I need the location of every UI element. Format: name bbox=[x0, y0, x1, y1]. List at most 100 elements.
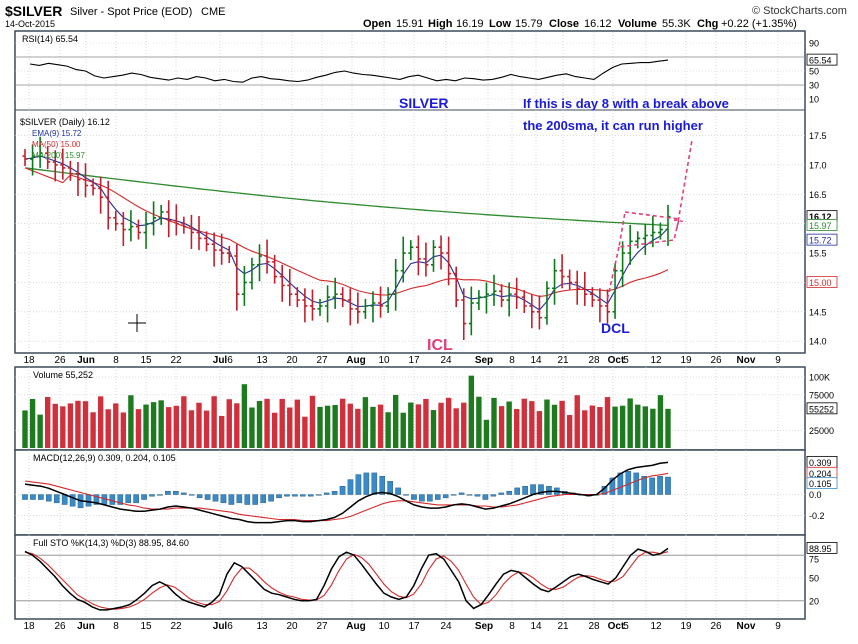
volume-bar bbox=[536, 411, 543, 448]
volume-bar bbox=[582, 410, 588, 448]
change-label: Chg bbox=[697, 18, 718, 30]
volume-bar bbox=[324, 405, 331, 448]
price-label-box bbox=[806, 53, 838, 66]
x-tick-label: 9 bbox=[775, 621, 781, 632]
rsi-y-tick: 90 bbox=[809, 39, 819, 49]
x-tick-label: 19 bbox=[680, 355, 692, 366]
volume-bar bbox=[113, 403, 119, 448]
sto-y-tick: 75 bbox=[809, 555, 819, 565]
macd-histogram-bar bbox=[609, 477, 616, 495]
macd-histogram-bar bbox=[649, 477, 655, 495]
sto-panel-frame bbox=[14, 534, 806, 620]
x-tick-label: Nov bbox=[737, 621, 756, 632]
rsi-y-tick: 10 bbox=[809, 95, 819, 105]
flag-pole-line bbox=[606, 246, 620, 302]
rsi-title: RSI(14) 65.54 bbox=[22, 34, 78, 44]
x-tick-label: Jul bbox=[213, 621, 228, 632]
volume-bar bbox=[491, 397, 497, 448]
macd-histogram-bar bbox=[641, 476, 647, 495]
x-tick-label: Jun bbox=[77, 355, 95, 366]
x-tick-label: 8 bbox=[113, 355, 119, 366]
x-tick-label: 20 bbox=[286, 355, 298, 366]
annotation-dcl: DCL bbox=[601, 320, 630, 336]
x-tick-label: 10 bbox=[378, 355, 390, 366]
volume-bar bbox=[468, 375, 475, 448]
volume-y-tick: 25000 bbox=[809, 426, 834, 436]
macd-histogram-bar bbox=[363, 472, 370, 495]
low-label: Low bbox=[489, 18, 511, 30]
volume-bar bbox=[551, 404, 558, 448]
low-value: 15.79 bbox=[515, 18, 543, 30]
volume-bar bbox=[574, 395, 580, 448]
volume-bar bbox=[309, 395, 316, 448]
macd-y-tick: 0.309 bbox=[809, 458, 832, 468]
macd-histogram-bar bbox=[617, 472, 624, 495]
volume-bar bbox=[635, 404, 641, 448]
rsi-y-tick: 30 bbox=[809, 81, 819, 91]
volume-bar bbox=[82, 401, 89, 448]
volume-bar bbox=[166, 407, 172, 448]
volume-bar bbox=[60, 406, 66, 448]
price-y-tick: 14.0 bbox=[809, 337, 827, 347]
price-label: 15.97 bbox=[809, 221, 832, 231]
macd-histogram-bar bbox=[395, 487, 401, 495]
macd-histogram-bar bbox=[633, 472, 640, 495]
macd-histogram-bar bbox=[125, 494, 131, 504]
x-tick-label: 24 bbox=[440, 621, 452, 632]
sto-title: Full STO %K(14,3) %D(3) 88.95, 84.60 bbox=[33, 538, 189, 548]
macd-histogram-bar bbox=[514, 487, 520, 495]
open-label: Open bbox=[363, 18, 391, 30]
volume-bar bbox=[143, 404, 149, 448]
rsi-line bbox=[29, 59, 669, 83]
annotation-silver: SILVER bbox=[399, 95, 449, 111]
volume-bar bbox=[423, 398, 429, 448]
macd-histogram-bar bbox=[85, 494, 92, 507]
description: Silver - Spot Price (EOD) bbox=[70, 6, 192, 18]
macd-histogram-bar bbox=[22, 494, 28, 500]
x-tick-label: Nov bbox=[737, 355, 756, 366]
macd-histogram-bar bbox=[300, 494, 306, 497]
stockcharts-credit: © StockCharts.com bbox=[752, 5, 847, 17]
price-y-tick: 17.5 bbox=[809, 131, 827, 141]
macd-histogram-bar bbox=[268, 494, 274, 502]
macd-histogram-bar bbox=[38, 494, 44, 500]
macd-histogram-bar bbox=[307, 494, 314, 497]
x-tick-label: 14 bbox=[530, 355, 542, 366]
high-label: High bbox=[428, 18, 453, 30]
volume-bar bbox=[135, 409, 142, 448]
symbol: $SILVER bbox=[5, 3, 62, 19]
volume-bar bbox=[529, 401, 535, 448]
volume-bar bbox=[181, 396, 187, 448]
legend-ma200: MA(200) 15.97 bbox=[32, 151, 85, 160]
x-tick-label: 8 bbox=[509, 355, 515, 366]
macd-histogram-bar bbox=[46, 494, 52, 502]
x-tick-label: 8 bbox=[113, 621, 119, 632]
volume-bar bbox=[218, 415, 225, 448]
x-tick-label: 17 bbox=[408, 355, 420, 366]
volume-bar bbox=[604, 397, 611, 448]
x-tick-label: 8 bbox=[509, 621, 515, 632]
volume-bar bbox=[105, 409, 111, 448]
macd-histogram-bar bbox=[371, 472, 378, 495]
x-tick-label: 27 bbox=[316, 621, 328, 632]
volume-label: Volume bbox=[618, 18, 657, 30]
macd-histogram-bar bbox=[379, 476, 386, 495]
macd-histogram-bar bbox=[204, 494, 211, 500]
macd-line bbox=[24, 461, 669, 524]
legend-ema9: EMA(9) 15.72 bbox=[32, 129, 82, 138]
volume-bar bbox=[188, 410, 195, 448]
x-tick-label: Sep bbox=[475, 355, 493, 366]
macd-histogram-bar bbox=[228, 494, 235, 505]
macd-histogram-bar bbox=[427, 494, 433, 502]
x-tick-label: 13 bbox=[256, 355, 268, 366]
macd-histogram-bar bbox=[538, 484, 544, 495]
x-tick-label: 12 bbox=[650, 621, 662, 632]
volume-y-tick: 75000 bbox=[809, 390, 834, 400]
volume-bar bbox=[566, 415, 573, 448]
volume-bar bbox=[521, 398, 527, 448]
x-tick-label: 26 bbox=[710, 621, 722, 632]
volume-bar bbox=[173, 405, 179, 448]
volume-bar bbox=[377, 404, 384, 448]
macd-histogram-bar bbox=[387, 481, 393, 495]
